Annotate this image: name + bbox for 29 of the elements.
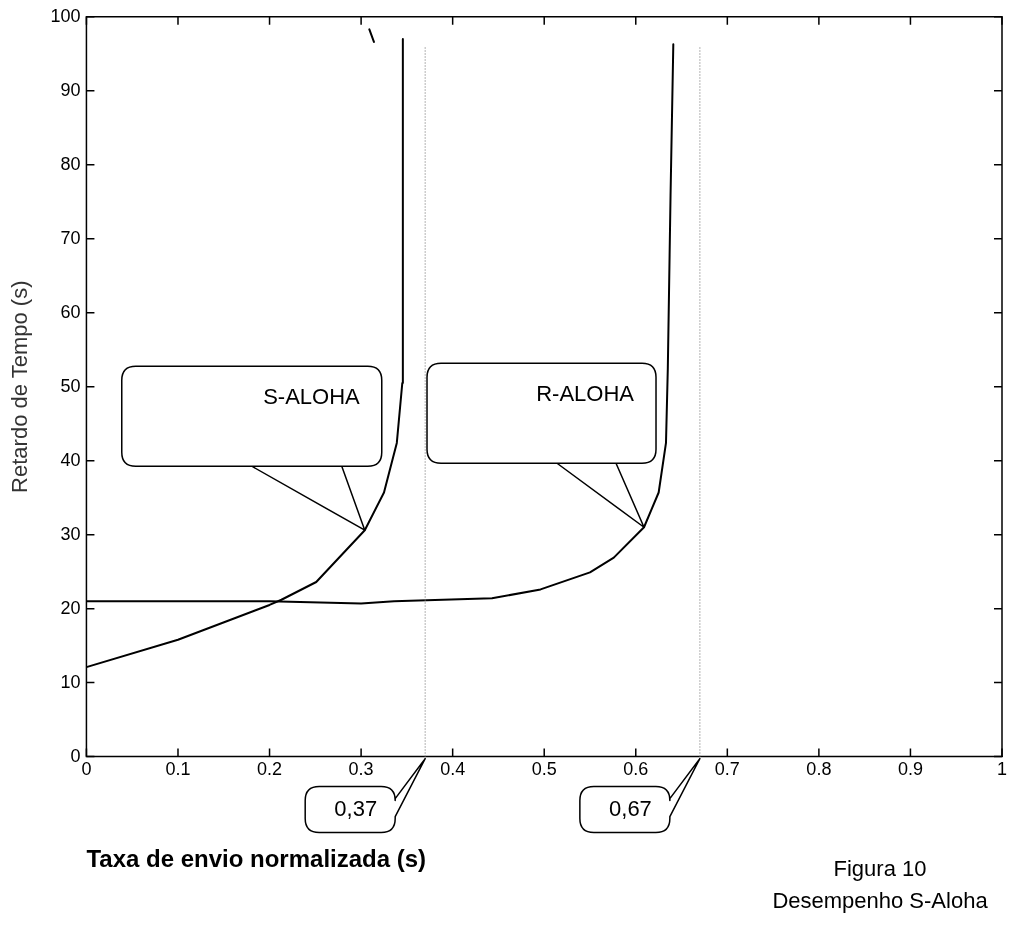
y-tick-label: 0	[70, 745, 81, 766]
y-tick-label: 80	[60, 153, 81, 174]
x-tick-label: 0.4	[440, 759, 466, 780]
text: Figura 10	[833, 856, 927, 882]
y-tick-label: 100	[50, 5, 81, 26]
text: Desempenho S-Aloha	[772, 888, 989, 914]
y-tick-label: 30	[60, 523, 81, 544]
x-tick-label: 0.8	[806, 759, 832, 780]
x-tick-label: 0.3	[348, 759, 374, 780]
y-tick-label: 20	[60, 597, 81, 618]
y-tick-label: 90	[60, 79, 81, 100]
y-axis-title: Retardo de Tempo (s)	[7, 280, 33, 493]
x-tick-label: 0.5	[531, 759, 557, 780]
x-axis-title: Taxa de envio normalizada (s)	[86, 845, 427, 873]
x-tick-label: 0.1	[165, 759, 191, 780]
series-label: S-ALOHA	[263, 384, 361, 410]
series-label: R-ALOHA	[536, 381, 635, 407]
x-tick-label: 0.9	[897, 759, 923, 780]
y-tick-label: 60	[60, 301, 81, 322]
ref-line-label: 0,37	[334, 795, 378, 821]
y-tick-label: 10	[60, 671, 81, 692]
y-tick-label: 40	[60, 449, 81, 470]
x-tick-label: 1	[996, 759, 1008, 780]
x-tick-label: 0.7	[714, 759, 740, 780]
ref-line-label: 0,67	[609, 795, 652, 821]
y-tick-label: 70	[60, 227, 81, 248]
x-tick-label: 0.6	[623, 759, 649, 780]
y-tick-label: 50	[60, 375, 81, 396]
x-tick-label: 0.2	[257, 759, 283, 780]
